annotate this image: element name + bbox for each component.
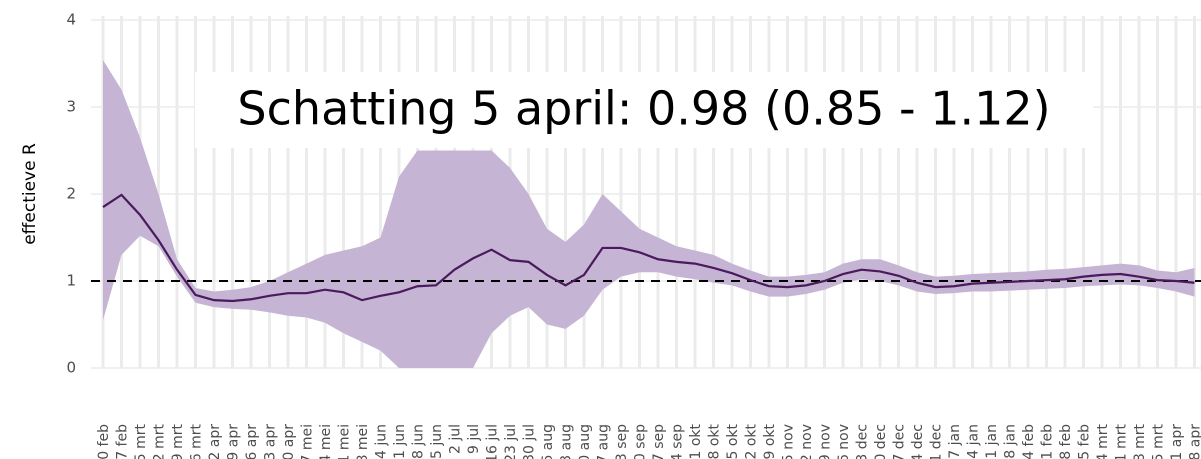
x-tick-label: 31 dec bbox=[929, 424, 945, 459]
x-tick-label: 20 feb bbox=[96, 424, 112, 459]
x-tick-label: 1 okt bbox=[688, 424, 704, 459]
x-tick-label: 26 mrt bbox=[189, 423, 205, 459]
x-tick-label: 27 aug bbox=[596, 424, 612, 459]
x-tick-label: 25 jun bbox=[429, 424, 445, 459]
x-tick-label: 29 okt bbox=[762, 424, 778, 459]
x-tick-label: 12 nov bbox=[799, 424, 815, 459]
x-tick-label: 21 jan bbox=[984, 424, 1000, 459]
x-tick-label: 16 apr bbox=[244, 424, 260, 459]
x-tick-label: 12 mrt bbox=[152, 423, 168, 459]
x-tick-label: 4 mrt bbox=[1095, 423, 1111, 459]
x-tick-label: 10 sep bbox=[633, 424, 649, 459]
x-tick-label: 18 mrt bbox=[1132, 423, 1148, 459]
x-tick-label: 7 jan bbox=[947, 424, 963, 459]
x-tick-label: 9 jul bbox=[466, 424, 482, 454]
x-tick-label: 16 jul bbox=[485, 424, 501, 459]
y-tick-label: 1 bbox=[66, 272, 76, 290]
x-tick-label: 17 dec bbox=[892, 424, 908, 459]
x-tick-label: 24 sep bbox=[670, 424, 686, 459]
x-tick-label: 13 aug bbox=[559, 424, 575, 459]
x-tick-label: 17 sep bbox=[651, 424, 667, 459]
x-tick-label: 3 dec bbox=[855, 424, 871, 459]
x-tick-label: 23 apr bbox=[263, 424, 279, 459]
x-tick-label: 4 jun bbox=[374, 424, 390, 459]
x-tick-label: 11 jun bbox=[392, 424, 408, 459]
confidence-band bbox=[103, 60, 1195, 369]
x-tick-label: 8 okt bbox=[707, 424, 723, 459]
r-line bbox=[102, 193, 1195, 303]
x-tick-label: 18 jun bbox=[411, 424, 427, 459]
x-tick-label: 19 mrt bbox=[170, 423, 186, 459]
y-tick-label: 0 bbox=[66, 359, 76, 377]
x-tick-label: 27 feb bbox=[115, 424, 131, 459]
x-tick-label: 26 nov bbox=[836, 424, 852, 459]
x-tick-label: 24 dec bbox=[910, 424, 926, 459]
plot bbox=[91, 60, 1201, 369]
x-tick-label: 30 apr bbox=[281, 424, 297, 459]
y-tick-label: 3 bbox=[66, 98, 76, 116]
x-tick-label: 30 jul bbox=[522, 424, 538, 459]
x-tick-label: 25 mrt bbox=[1151, 423, 1167, 459]
x-tick-label: 2 apr bbox=[207, 424, 223, 459]
x-tick-label: 20 aug bbox=[577, 424, 593, 459]
x-tick-label: 8 apr bbox=[1188, 424, 1201, 459]
y-axis-label: effectieve R bbox=[20, 143, 40, 245]
y-tick-label: 4 bbox=[66, 11, 76, 29]
x-tick-label: 28 mei bbox=[355, 424, 371, 459]
x-tick-label: 9 apr bbox=[226, 424, 242, 459]
x-tick-label: 23 jul bbox=[503, 424, 519, 459]
x-tick-label: 11 feb bbox=[1040, 424, 1056, 459]
x-tick-label: 1 apr bbox=[1169, 424, 1185, 459]
x-tick-label: 5 mrt bbox=[133, 423, 149, 459]
grid bbox=[91, 16, 1201, 369]
annotation-box bbox=[195, 72, 1093, 148]
y-tick-label: 2 bbox=[66, 185, 76, 203]
axes: 20 feb 27 feb 5 mrt 12 mrt 19 mrt 26 mrt 2 apr… bbox=[66, 11, 1201, 459]
x-tick-label: 21 mei bbox=[337, 424, 353, 459]
x-tick-label: 18 feb bbox=[1058, 424, 1074, 459]
x-tick-label: 15 okt bbox=[725, 424, 741, 459]
x-tick-label: 10 dec bbox=[873, 424, 889, 459]
x-tick-label: 25 feb bbox=[1077, 424, 1093, 459]
x-tick-label: 28 jan bbox=[1003, 424, 1019, 459]
annotation: Schatting 5 april: 0.98 (0.85 - 1.12) bbox=[237, 82, 1050, 136]
x-tick-label: 7 mei bbox=[300, 424, 316, 459]
x-tick-label: 4 feb bbox=[1021, 424, 1037, 459]
x-tick-label: 11 mrt bbox=[1114, 423, 1130, 459]
x-tick-label: 19 nov bbox=[818, 424, 834, 459]
x-tick-label: 5 nov bbox=[781, 424, 797, 459]
x-tick-label: 6 aug bbox=[540, 424, 556, 459]
x-tick-label: 2 jul bbox=[448, 424, 464, 454]
x-tick-label: 14 jan bbox=[966, 424, 982, 459]
x-tick-label: 22 okt bbox=[744, 424, 760, 459]
x-tick-label: 14 mei bbox=[318, 424, 334, 459]
x-tick-label: 3 sep bbox=[614, 424, 630, 459]
